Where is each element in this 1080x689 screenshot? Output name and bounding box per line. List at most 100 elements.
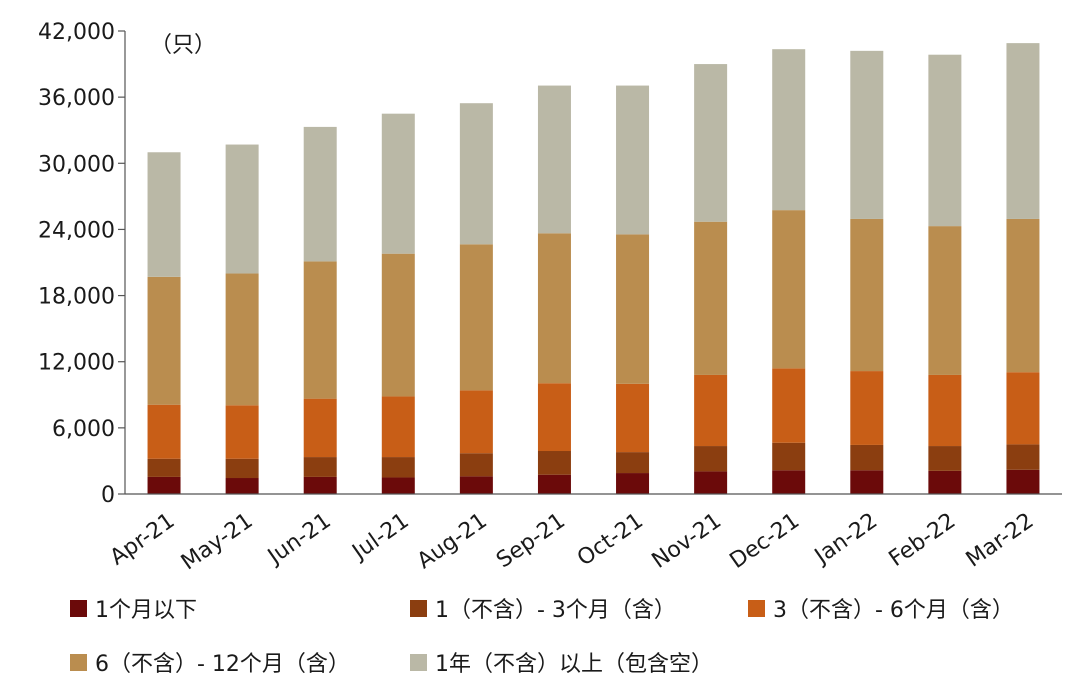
bar-segment bbox=[616, 234, 650, 384]
legend-label: 1（不含）- 3个月（含） bbox=[435, 598, 676, 623]
bar-segment bbox=[694, 374, 728, 447]
bar-segment bbox=[928, 470, 962, 494]
bar-segment bbox=[772, 470, 806, 494]
bar-segment bbox=[1006, 444, 1040, 470]
bar-stacks bbox=[147, 43, 1040, 494]
bar-segment bbox=[850, 470, 884, 494]
x-tick-label: Jul-21 bbox=[347, 508, 414, 565]
bar-stack bbox=[850, 50, 884, 494]
bar-segment bbox=[772, 442, 806, 471]
bar-segment bbox=[147, 404, 181, 459]
bar-segment bbox=[928, 374, 962, 447]
bar-segment bbox=[225, 458, 259, 479]
x-tick-label: Nov-21 bbox=[648, 508, 726, 573]
bar-segment bbox=[772, 210, 806, 369]
legend-swatch bbox=[70, 599, 87, 617]
bar-stack bbox=[772, 49, 806, 494]
bar-segment bbox=[850, 50, 884, 219]
bar-segment bbox=[459, 103, 493, 245]
bar-segment bbox=[381, 457, 415, 478]
bar-stack bbox=[381, 113, 415, 494]
bar-segment bbox=[381, 477, 415, 494]
bar-segment bbox=[459, 244, 493, 391]
legend-swatch bbox=[70, 653, 87, 671]
x-tick-label: Sep-21 bbox=[492, 508, 570, 573]
bar-segment bbox=[616, 383, 650, 453]
bar-segment bbox=[459, 453, 493, 477]
bar-segment bbox=[225, 405, 259, 459]
bar-stack bbox=[303, 126, 337, 494]
bar-segment bbox=[147, 276, 181, 405]
bar-stack bbox=[147, 152, 181, 494]
bar-segment bbox=[616, 452, 650, 474]
x-tick-label: Oct-21 bbox=[573, 508, 648, 571]
bar-stack bbox=[616, 85, 650, 494]
y-tick-label: 36,000 bbox=[38, 86, 115, 111]
x-tick-label: Aug-21 bbox=[413, 508, 492, 574]
bar-segment bbox=[616, 473, 650, 494]
y-tick-label: 18,000 bbox=[38, 285, 115, 310]
bar-stack bbox=[459, 103, 493, 494]
bar-stack bbox=[1006, 43, 1040, 494]
legend-item-lt1m: 1个月以下 bbox=[70, 592, 197, 624]
bar-segment bbox=[850, 371, 884, 445]
y-tick-label: 42,000 bbox=[38, 20, 115, 45]
bar-segment bbox=[381, 253, 415, 397]
legend-item-gt1y: 1年（不含）以上（包含空） bbox=[410, 646, 713, 678]
bar-segment bbox=[537, 383, 571, 452]
bar-segment bbox=[537, 474, 571, 494]
x-tick-label: May-21 bbox=[177, 508, 258, 575]
bar-stack bbox=[225, 144, 259, 494]
bar-segment bbox=[303, 261, 337, 399]
bar-segment bbox=[537, 85, 571, 234]
legend-label: 1年（不含）以上（包含空） bbox=[435, 652, 713, 677]
y-tick-label: 0 bbox=[101, 483, 115, 508]
bar-segment bbox=[850, 218, 884, 372]
bar-segment bbox=[1006, 43, 1040, 219]
x-tick-label: Dec-21 bbox=[725, 508, 804, 574]
y-tick-label: 24,000 bbox=[38, 218, 115, 243]
legend-swatch bbox=[410, 653, 427, 671]
bar-segment bbox=[459, 476, 493, 494]
bar-segment bbox=[850, 444, 884, 471]
x-tick-label: Jun-21 bbox=[262, 508, 336, 570]
bar-segment bbox=[537, 233, 571, 384]
bar-segment bbox=[694, 471, 728, 494]
bar-stack bbox=[928, 54, 962, 494]
bar-segment bbox=[303, 126, 337, 262]
bar-segment bbox=[225, 273, 259, 406]
bar-segment bbox=[1006, 469, 1040, 494]
legend-label: 3（不含）- 6个月（含） bbox=[773, 598, 1014, 623]
bar-segment bbox=[1006, 218, 1040, 373]
x-tick-label: Jan-22 bbox=[809, 508, 882, 570]
bar-segment bbox=[1006, 372, 1040, 445]
bar-segment bbox=[303, 457, 337, 477]
bar-segment bbox=[694, 446, 728, 472]
legend-item-1to3m: 1（不含）- 3个月（含） bbox=[410, 592, 676, 624]
legend-item-3to6m: 3（不含）- 6个月（含） bbox=[748, 592, 1014, 624]
bar-segment bbox=[928, 446, 962, 471]
bar-segment bbox=[537, 451, 571, 475]
bar-segment bbox=[225, 144, 259, 274]
y-unit-label: （只） bbox=[150, 33, 216, 58]
bar-segment bbox=[459, 390, 493, 454]
y-tick-label: 12,000 bbox=[38, 351, 115, 376]
legend-swatch bbox=[410, 599, 427, 617]
bar-segment bbox=[928, 226, 962, 375]
legend-label: 6（不含）- 12个月（含） bbox=[95, 652, 350, 677]
bar-segment bbox=[694, 64, 728, 222]
x-tick-label: Feb-22 bbox=[885, 508, 961, 571]
y-tick-label: 6,000 bbox=[52, 417, 115, 442]
bar-segment bbox=[772, 49, 806, 211]
bar-segment bbox=[381, 113, 415, 254]
bar-segment bbox=[381, 396, 415, 458]
bar-segment bbox=[147, 152, 181, 277]
bar-segment bbox=[694, 221, 728, 375]
bar-segment bbox=[225, 478, 259, 494]
y-tick-label: 30,000 bbox=[38, 152, 115, 177]
bar-segment bbox=[928, 54, 962, 227]
legend-swatch bbox=[748, 599, 765, 617]
bar-segment bbox=[772, 368, 806, 443]
